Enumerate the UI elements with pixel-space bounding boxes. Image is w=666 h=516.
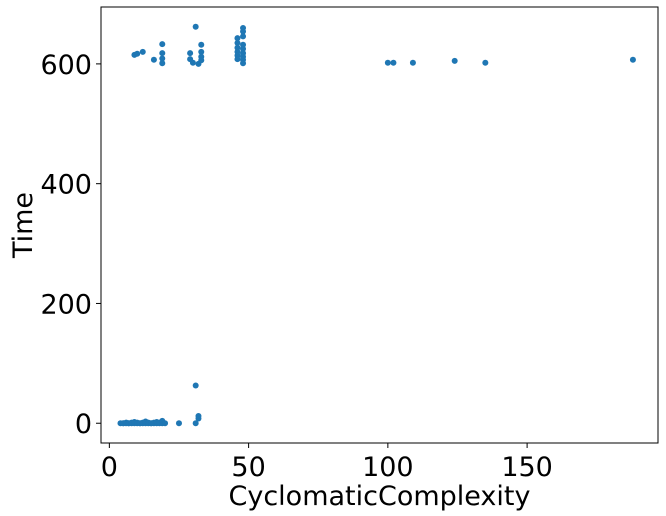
- data-point: [150, 56, 157, 63]
- data-point: [192, 420, 199, 427]
- data-point: [240, 33, 247, 40]
- data-point: [198, 57, 205, 64]
- x-tick-label: 150: [501, 452, 553, 483]
- data-point: [198, 41, 205, 48]
- data-point: [139, 48, 146, 55]
- y-tick-label: 600: [40, 50, 92, 81]
- data-point: [162, 420, 169, 427]
- data-point: [134, 50, 141, 57]
- x-axis-label: CyclomaticComplexity: [229, 481, 531, 512]
- data-point: [240, 41, 247, 48]
- x-tick-label: 100: [362, 452, 414, 483]
- x-axis-ticks: 0 50 100 150: [101, 443, 553, 483]
- x-tick-label: 0: [101, 452, 118, 483]
- data-point: [629, 56, 636, 63]
- data-point: [159, 60, 166, 67]
- data-point: [234, 39, 241, 46]
- data-point: [187, 50, 194, 57]
- data-point: [189, 59, 196, 66]
- data-point: [240, 60, 247, 67]
- data-point: [195, 413, 202, 420]
- data-point: [159, 41, 166, 48]
- y-tick-label: 200: [40, 289, 92, 320]
- data-point: [198, 48, 205, 55]
- data-point: [451, 57, 458, 64]
- data-point: [192, 382, 199, 389]
- data-point: [192, 23, 199, 30]
- data-points: [117, 23, 636, 427]
- data-point: [240, 28, 247, 35]
- data-point: [159, 55, 166, 62]
- data-point: [234, 35, 241, 42]
- y-tick-label: 400: [40, 170, 92, 201]
- data-point: [159, 50, 166, 57]
- data-point: [409, 59, 416, 66]
- y-axis-label: Time: [8, 192, 39, 259]
- x-tick-label: 50: [231, 452, 265, 483]
- data-point: [390, 59, 397, 66]
- y-axis-ticks: 0 200 400 600: [40, 50, 101, 440]
- y-tick-label: 0: [75, 409, 92, 440]
- data-point: [175, 420, 182, 427]
- data-point: [234, 56, 241, 63]
- plot-area: [100, 6, 659, 444]
- data-point: [482, 59, 489, 66]
- data-point: [384, 59, 391, 66]
- data-point: [234, 44, 241, 51]
- data-point: [240, 45, 247, 52]
